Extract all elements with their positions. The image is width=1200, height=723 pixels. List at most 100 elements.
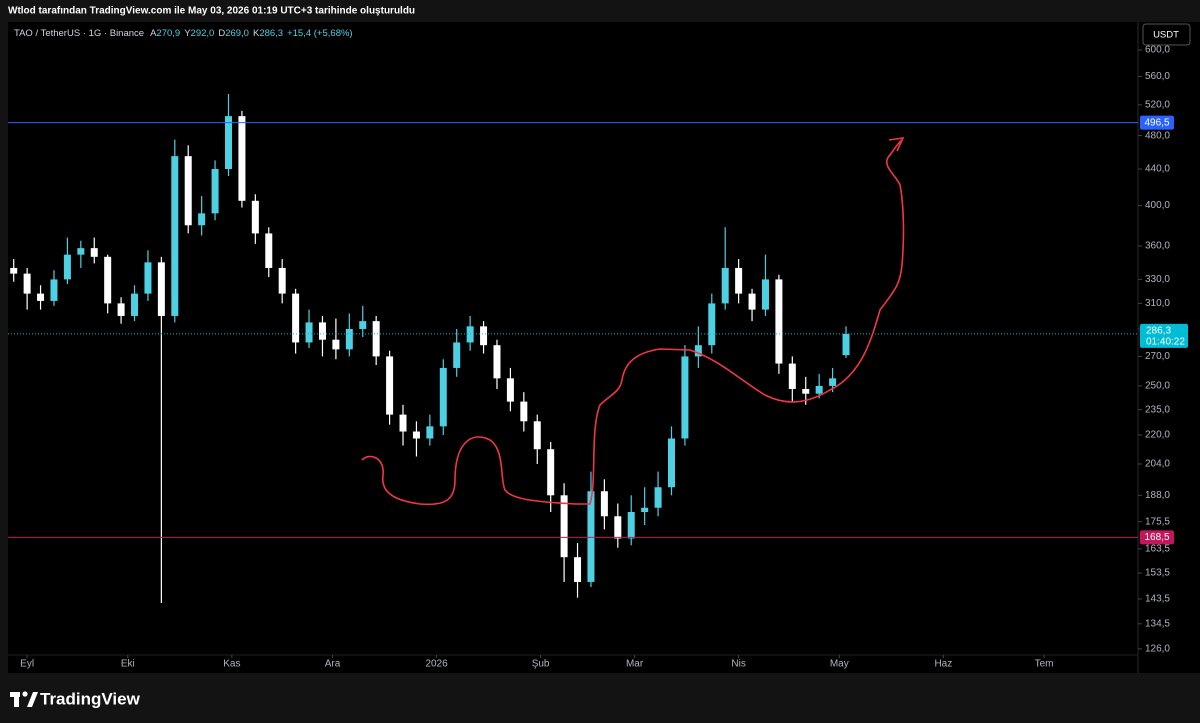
- symbol-legend: TAO / TetherUS · 1G · Binance A270,9 Y292,…: [14, 28, 353, 39]
- y-tick-label: 134,5: [1145, 618, 1170, 629]
- brand-logo: [10, 691, 38, 707]
- candle-body: [829, 378, 837, 386]
- level-label: 496,5: [1144, 117, 1169, 128]
- y-tick-label: 126,0: [1145, 644, 1170, 655]
- y-tick-label: 204,0: [1145, 459, 1170, 470]
- x-tick-label: Kas: [223, 659, 240, 670]
- candle-body: [426, 426, 434, 439]
- candle-body: [171, 156, 179, 316]
- candle-body: [480, 326, 488, 346]
- symbol: TAO / TetherUS · 1G · Binance: [14, 28, 144, 39]
- y-tick-label: 520,0: [1145, 100, 1170, 111]
- candle-body: [735, 267, 743, 294]
- candle-body: [224, 116, 232, 170]
- y-tick-label: 480,0: [1145, 130, 1170, 141]
- candle-body: [802, 389, 810, 394]
- candle-body: [157, 262, 165, 316]
- ohlc-key: A: [150, 28, 157, 39]
- x-tick-label: Ara: [325, 659, 341, 670]
- candle-body: [251, 200, 259, 234]
- y-tick-label: 163,5: [1145, 544, 1170, 555]
- y-tick-label: 360,0: [1145, 241, 1170, 252]
- x-tick-label: Nis: [731, 659, 745, 670]
- y-tick-label: 188,0: [1145, 490, 1170, 501]
- candle-body: [345, 328, 353, 350]
- candle-body: [104, 256, 112, 304]
- candle-body: [681, 356, 689, 439]
- candle-body: [399, 414, 407, 432]
- candle-body: [788, 363, 796, 390]
- y-tick-label: 270,0: [1145, 351, 1170, 362]
- candle-body: [694, 345, 702, 357]
- candle-body: [775, 279, 783, 364]
- candle-body: [506, 378, 514, 402]
- x-tick-label: Şub: [532, 659, 550, 670]
- candle-body: [654, 487, 662, 508]
- y-tick-label: 235,0: [1145, 404, 1170, 415]
- candle-body: [265, 233, 273, 268]
- candle-body: [439, 367, 447, 427]
- candle-body: [10, 267, 18, 274]
- candle-body: [37, 293, 45, 301]
- candle-body: [372, 321, 380, 357]
- candle-body: [708, 303, 716, 346]
- attribution: Wtlod tarafından TradingView.com ile May…: [8, 6, 415, 17]
- logo-part: [14, 692, 19, 707]
- candle-body: [520, 401, 528, 422]
- candle-body: [842, 333, 850, 356]
- candle-body: [587, 491, 595, 582]
- candle-body: [332, 339, 340, 350]
- candle-body: [184, 156, 192, 226]
- level-tag: [1140, 115, 1174, 130]
- candle-body: [815, 385, 823, 394]
- last-price-tag: [1140, 323, 1188, 348]
- candle-body: [493, 345, 501, 379]
- candle-body: [453, 342, 461, 368]
- candle-body: [748, 293, 756, 310]
- y-tick-label: 330,0: [1145, 274, 1170, 285]
- x-tick-label: Tem: [1035, 659, 1054, 670]
- currency-label[interactable]: USDT: [1153, 30, 1179, 41]
- candle-body: [318, 322, 326, 340]
- candle-body: [627, 511, 635, 539]
- brand-name: TradingView: [40, 689, 141, 708]
- level-label: 168,5: [1144, 532, 1169, 543]
- candle-body: [278, 267, 286, 294]
- candle-body: [386, 356, 394, 415]
- x-tick-label: 2026: [425, 659, 448, 670]
- y-tick-label: 560,0: [1145, 71, 1170, 82]
- countdown-label: 01:40:22: [1146, 337, 1185, 348]
- candle-body: [614, 516, 622, 539]
- y-tick-label: 153,5: [1145, 568, 1170, 579]
- x-tick-label: Haz: [934, 659, 952, 670]
- candle-body: [641, 507, 649, 512]
- logo-part: [22, 691, 28, 697]
- x-tick-label: Mar: [626, 659, 644, 670]
- ohlc-value: 269,0: [225, 28, 249, 39]
- candle-body: [412, 431, 420, 439]
- candle-body: [50, 279, 58, 301]
- candle-body: [305, 322, 313, 343]
- candle-body: [90, 248, 98, 257]
- ohlc-value: 270,9: [156, 28, 180, 39]
- candle-body: [600, 491, 608, 517]
- change: +15,4 (+5,68%): [287, 28, 353, 39]
- y-tick-label: 600,0: [1145, 45, 1170, 56]
- currency-button[interactable]: [1142, 23, 1191, 46]
- ohlc-key: Y: [184, 28, 191, 39]
- candle-body: [77, 248, 85, 255]
- candle-body: [292, 293, 300, 343]
- freehand-drawing: [361, 139, 905, 506]
- candle-body: [359, 321, 367, 329]
- candle-body: [131, 293, 139, 316]
- candle-body: [560, 495, 568, 558]
- candle-body: [533, 421, 541, 450]
- logo-part: [27, 692, 38, 707]
- x-tick-label: Eyl: [20, 659, 34, 670]
- candle-body: [547, 449, 555, 496]
- candles: [10, 93, 850, 603]
- level-tag: [1140, 530, 1174, 545]
- candle-body: [23, 273, 31, 294]
- candle-body: [668, 438, 676, 488]
